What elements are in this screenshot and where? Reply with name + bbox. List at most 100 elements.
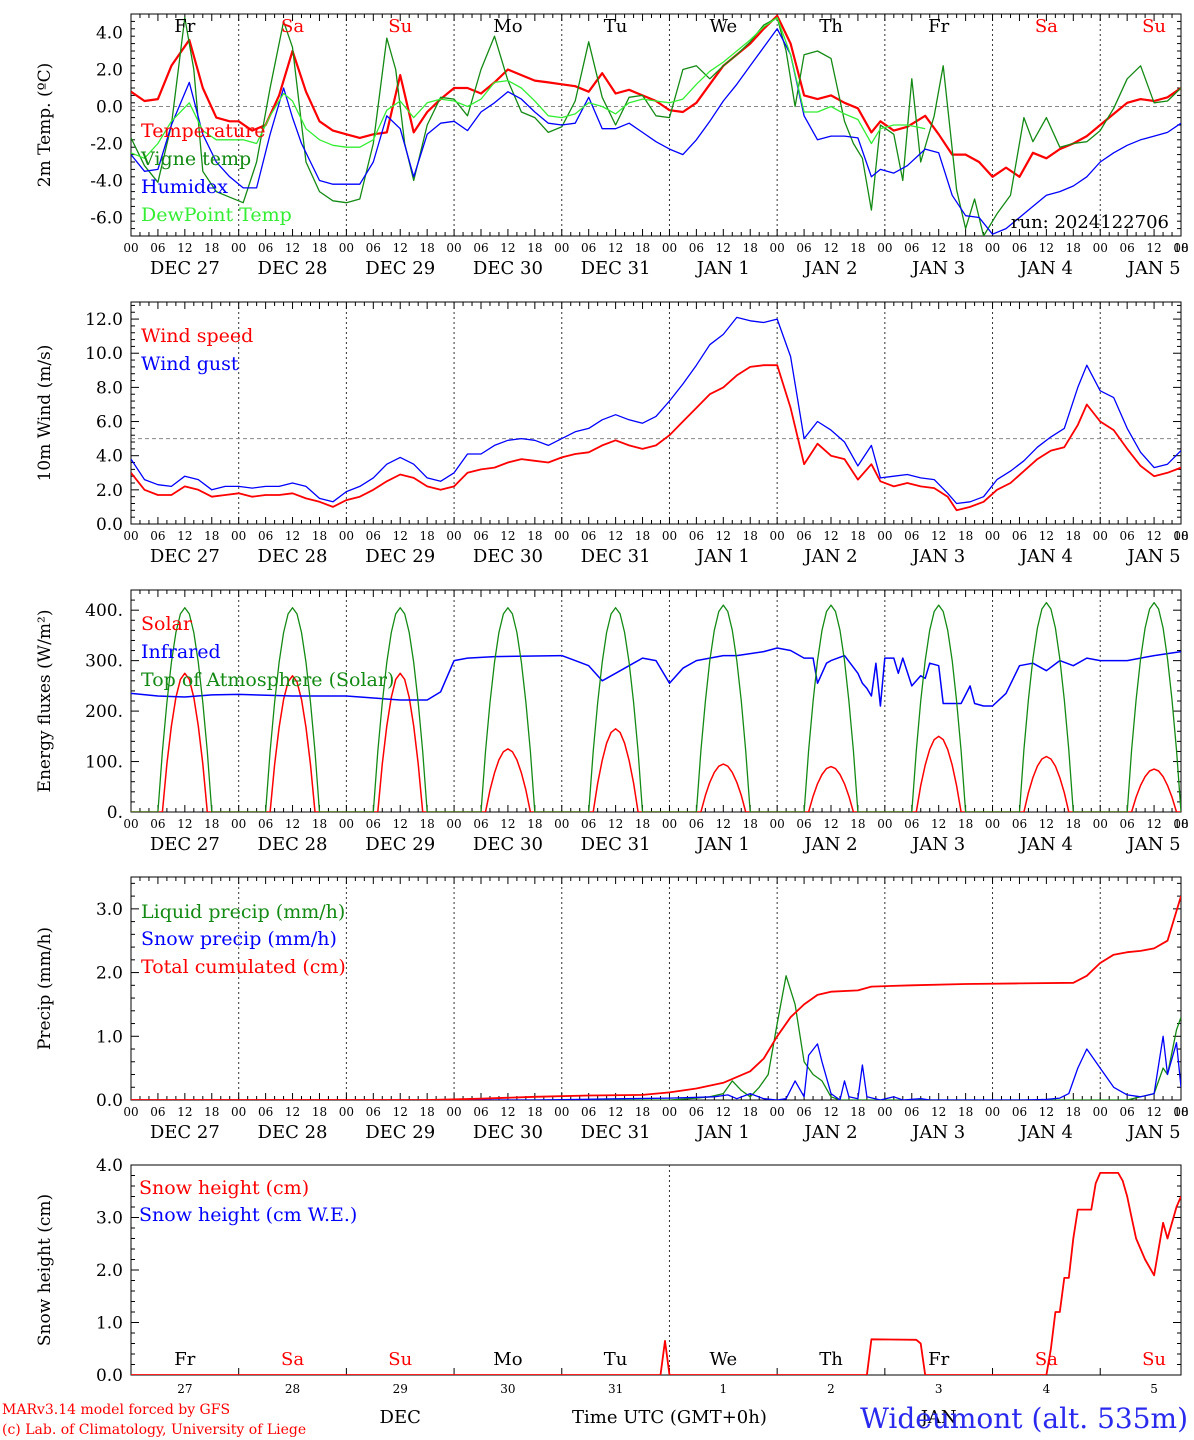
date-label: DEC 27 (150, 546, 220, 567)
date-label: JAN 2 (802, 834, 857, 855)
hour-tick-label: 00 (231, 1105, 246, 1119)
hour-tick-label: 00 (1173, 817, 1188, 831)
y-tick-label: -2.0 (90, 135, 123, 155)
day-number-label: 28 (285, 1382, 300, 1396)
date-label: DEC 29 (365, 1122, 435, 1143)
hour-tick-label: 12 (177, 1105, 192, 1119)
weekday-label: Mo (493, 1349, 522, 1370)
legend-entry: Wind speed (141, 325, 253, 347)
hour-tick-label: 06 (689, 529, 704, 543)
hour-tick-label: 06 (581, 529, 596, 543)
hour-tick-label: 18 (743, 817, 758, 831)
hour-tick-label: 18 (958, 1105, 973, 1119)
panel-2: 00 06 12 18 00 06 12 18 00 06 12 18 00 06 12 18 00 06 12 18… (35, 301, 1189, 567)
hour-tick-label: 06 (1120, 1105, 1135, 1119)
y-axis-label: Precip (mm/h) (35, 927, 55, 1050)
hour-tick-label: 00 (554, 1105, 569, 1119)
weekday-label: Su (1142, 16, 1166, 37)
hour-tick-label: 06 (258, 817, 273, 831)
hour-tick-label: 12 (393, 241, 408, 255)
hour-tick-label: 18 (420, 529, 435, 543)
date-label: DEC 31 (581, 258, 651, 279)
y-axis-label: Energy fluxes (W/m²) (35, 610, 55, 793)
series-line-total-cumulated-cm- (131, 895, 1181, 1100)
hour-tick-label: 06 (150, 241, 165, 255)
hour-tick-label: 12 (716, 529, 731, 543)
hour-tick-label: 18 (1173, 1105, 1188, 1119)
date-label: JAN 4 (1018, 258, 1073, 279)
hour-tick-label: 06 (1012, 1105, 1027, 1119)
y-tick-label: 4.0 (96, 24, 123, 44)
legend-entry: Wind gust (141, 353, 239, 375)
model-credit: MARv3.14 model forced by GFS (2, 1402, 230, 1418)
hour-tick-label: 00 (554, 817, 569, 831)
hour-tick-label: 18 (420, 241, 435, 255)
hour-tick-label: 06 (258, 1105, 273, 1119)
plot-frame (130, 13, 1182, 237)
legend-entry: Vigne temp (140, 148, 251, 170)
hour-tick-label: 12 (1146, 817, 1161, 831)
hour-tick-label: 06 (473, 817, 488, 831)
hour-tick-label: 18 (635, 241, 650, 255)
hour-tick-label: 00 (1093, 817, 1108, 831)
weekday-label: Tu (604, 16, 628, 37)
hour-tick-label: 18 (635, 529, 650, 543)
hour-tick-label: 12 (823, 529, 838, 543)
weekday-label: Sa (281, 1349, 304, 1370)
hour-tick-label: 18 (743, 241, 758, 255)
date-label: DEC 29 (365, 546, 435, 567)
y-tick-label: 10.0 (85, 344, 123, 364)
hour-tick-label: 12 (823, 817, 838, 831)
hour-tick-label: 18 (850, 241, 865, 255)
series-line-liquid-precip-mm-h- (131, 975, 1181, 1100)
series-line-top-of-atmosphere-solar- (131, 601, 1181, 812)
date-label: JAN 5 (1126, 834, 1181, 855)
date-label: JAN 4 (1018, 1122, 1073, 1143)
hour-tick-label: 18 (958, 529, 973, 543)
hour-tick-label: 12 (716, 1105, 731, 1119)
legend-entry: Snow height (cm W.E.) (139, 1204, 357, 1226)
weekday-label: Su (388, 1349, 412, 1370)
hour-tick-label: 06 (150, 1105, 165, 1119)
date-label: DEC 30 (473, 1122, 543, 1143)
hour-tick-label: 00 (1173, 1105, 1188, 1119)
weekday-label: Th (819, 16, 843, 37)
hour-tick-label: 18 (527, 241, 542, 255)
weekday-label: Tu (604, 1349, 628, 1370)
series-line-wind-speed (131, 364, 1181, 512)
hour-tick-label: 00 (985, 817, 1000, 831)
hour-tick-label: 00 (877, 241, 892, 255)
y-tick-label: 1.0 (96, 1027, 123, 1047)
series-group (131, 1172, 1181, 1375)
hour-tick-label: 06 (366, 1105, 381, 1119)
hour-tick-label: 12 (393, 817, 408, 831)
hour-tick-label: 18 (527, 529, 542, 543)
date-label: DEC 31 (581, 1122, 651, 1143)
hour-tick-label: 06 (258, 241, 273, 255)
date-label: JAN 1 (695, 258, 750, 279)
y-tick-label: 3.0 (96, 1209, 123, 1229)
hour-tick-label: 18 (312, 529, 327, 543)
y-tick-label: 2.0 (96, 61, 123, 81)
weekday-label: We (709, 1349, 737, 1370)
hour-tick-label: 00 (770, 1105, 785, 1119)
hour-tick-label: 18 (1066, 529, 1081, 543)
hour-tick-label: 00 (662, 1105, 677, 1119)
hour-tick-label: 00 (339, 817, 354, 831)
series-group (131, 14, 1181, 236)
hour-tick-label: 00 (1173, 529, 1188, 543)
y-tick-label: 200. (85, 702, 123, 722)
hour-tick-label: 00 (662, 529, 677, 543)
hour-tick-label: 00 (877, 1105, 892, 1119)
legend-entry: Solar (141, 613, 193, 635)
hour-tick-label: 06 (150, 529, 165, 543)
date-label: DEC 27 (150, 258, 220, 279)
y-tick-label: 400. (85, 601, 123, 621)
hour-tick-label: 00 (1173, 241, 1188, 255)
day-number-label: 27 (177, 1382, 192, 1396)
hour-tick-label: 06 (796, 817, 811, 831)
weekday-label: Fr (928, 1349, 949, 1370)
hour-tick-label: 12 (1039, 529, 1054, 543)
weekday-label: Fr (928, 16, 949, 37)
hour-tick-label: 18 (527, 817, 542, 831)
